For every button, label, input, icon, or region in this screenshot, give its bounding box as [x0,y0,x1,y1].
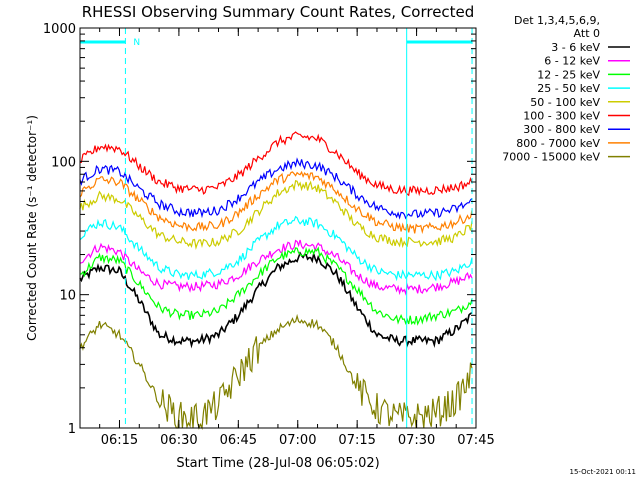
x-tick-label: 07:30 [398,433,435,448]
y-tick-label: 100 [51,155,76,170]
plot-frame: 1 10 100 1000 06:15 06:30 06:45 07:00 07:15 07:30… [43,22,495,448]
legend-label: 25 - 50 keV [537,82,600,95]
legend-label: 100 - 300 keV [523,110,600,123]
y-tick-label: 10 [59,289,76,304]
legend-header: Det 1,3,4,5,6,9, [514,14,600,27]
legend-label: 800 - 7000 keV [516,137,600,150]
y-tick-label: 1000 [43,22,76,37]
y-tick-label: 1 [68,422,76,437]
legend-label: 6 - 12 keV [544,55,600,68]
legend-label: 12 - 25 keV [537,68,600,81]
y-axis-label: Corrected Count Rate (s⁻¹ detector⁻¹) [25,115,39,341]
x-tick-label: 06:30 [160,433,197,448]
legend-label: 7000 - 15000 keV [502,151,600,164]
chart-title: RHESSI Observing Summary Count Rates, Co… [82,3,475,21]
x-tick-label: 06:45 [220,433,257,448]
legend-label: 3 - 6 keV [551,41,600,54]
x-tick-label: 07:15 [338,433,375,448]
plot-area: N [79,28,473,431]
legend-label: 300 - 800 keV [523,123,600,136]
x-tick-label: 07:45 [457,433,494,448]
x-axis-label: Start Time (28-Jul-08 06:05:02) [176,456,379,471]
legend-header: Att 0 [574,27,600,40]
footer-timestamp: 15-Oct-2021 00:11 [570,468,636,476]
x-tick-label: 07:00 [279,433,316,448]
flag-label: N [133,38,140,48]
x-tick-label: 06:15 [101,433,138,448]
legend-label: 50 - 100 keV [530,96,600,109]
